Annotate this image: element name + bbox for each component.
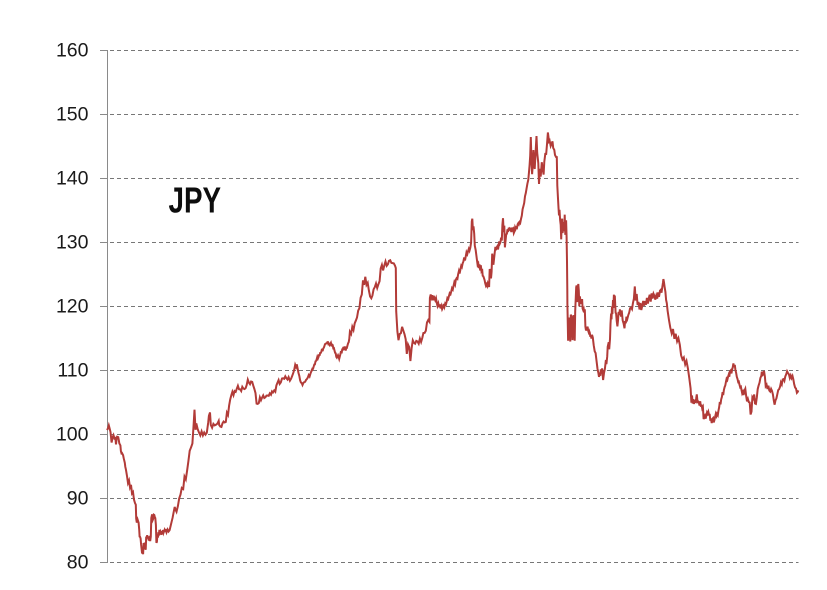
svg-text:130: 130 bbox=[56, 232, 89, 254]
svg-text:120: 120 bbox=[56, 296, 89, 318]
svg-text:140: 140 bbox=[56, 168, 89, 190]
svg-text:90: 90 bbox=[67, 488, 89, 510]
svg-text:150: 150 bbox=[56, 104, 89, 126]
svg-text:100: 100 bbox=[56, 424, 89, 446]
svg-text:80: 80 bbox=[67, 552, 89, 574]
svg-text:110: 110 bbox=[57, 360, 88, 382]
svg-text:160: 160 bbox=[56, 40, 89, 62]
svg-text:JPY: JPY bbox=[169, 180, 222, 221]
